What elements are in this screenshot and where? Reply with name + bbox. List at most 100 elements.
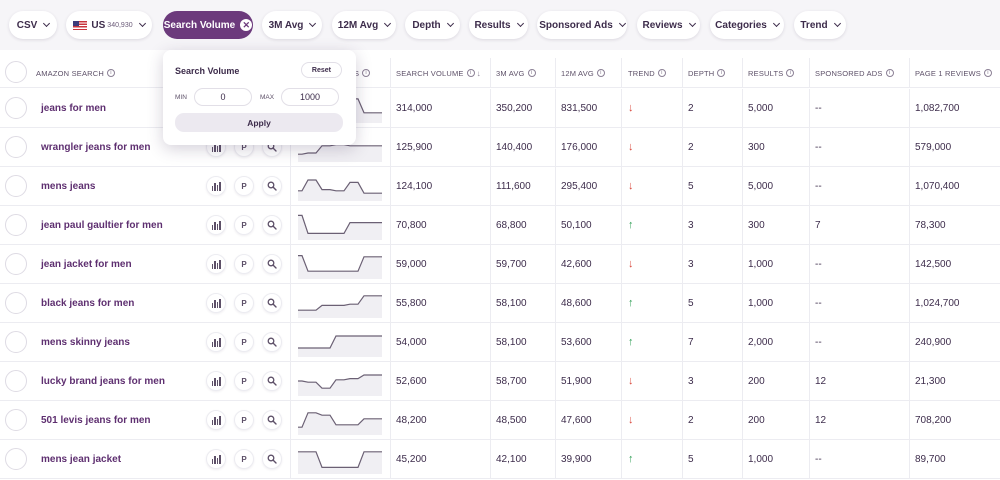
table-row[interactable]: jean jacket for men P 59,000 59,700 42,600 ↓ 3… [0,245,1000,284]
pinterest-icon[interactable]: P [234,215,254,235]
header-search-volume[interactable]: SEARCH VOLUME i ↓ [396,58,481,88]
table-row[interactable]: jean paul gaultier for men P 70,800 68,800 5… [0,206,1000,245]
info-icon[interactable]: i [984,69,993,77]
bar-chart-icon[interactable] [206,293,226,313]
header-depth[interactable]: DEPTH i [688,58,726,88]
search-icon[interactable] [262,371,282,391]
info-icon[interactable]: i [717,69,726,77]
info-icon[interactable]: i [362,69,371,77]
select-all-checkbox[interactable] [5,61,27,83]
reviews-filter-button[interactable]: Reviews [637,11,700,39]
keyword-link[interactable]: mens skinny jeans [41,336,130,348]
pinterest-icon[interactable]: P [234,410,254,430]
search-icon[interactable] [262,449,282,469]
search-volume-filter-button[interactable]: Search Volume ✕ [163,11,253,39]
pinterest-glyph: P [241,181,247,191]
table-row[interactable]: 501 levis jeans for men P 48,200 48,500 47,6… [0,401,1000,440]
bar-chart-icon[interactable] [206,254,226,274]
column-divider [490,206,491,244]
keyword-link[interactable]: wrangler jeans for men [41,141,151,153]
row-checkbox[interactable] [5,175,27,197]
3m-avg-value: 48,500 [496,414,527,426]
bar-chart-icon[interactable] [206,371,226,391]
keyword-link[interactable]: mens jean jacket [41,453,122,465]
search-icon[interactable] [262,410,282,430]
bar-chart-icon[interactable] [206,176,226,196]
row-checkbox[interactable] [5,448,27,470]
min-input[interactable]: 0 [194,88,252,106]
pinterest-icon[interactable]: P [234,371,254,391]
keyword-link[interactable]: mens jeans [41,180,96,192]
info-icon[interactable]: i [527,69,536,77]
header-12m-avg[interactable]: 12M AVG i [561,58,605,88]
table-row[interactable]: black jeans for men P 55,800 58,100 48,600 ↑ 5… [0,284,1000,323]
header-page1-reviews[interactable]: PAGE 1 REVIEWS i [915,58,993,88]
keyword-link[interactable]: lucky brand jeans for men [41,375,165,387]
bar-chart-icon[interactable] [206,215,226,235]
sponsored-ads-value-cell: 12 [815,401,826,439]
info-icon[interactable]: i [885,69,894,77]
max-input[interactable]: 1000 [281,88,339,106]
keyword-link[interactable]: jean paul gaultier for men [41,219,163,231]
header-sponsored-ads[interactable]: SPONSORED ADS i [815,58,894,88]
info-icon[interactable]: i [596,69,605,77]
3m-avg-filter-button[interactable]: 3M Avg [262,11,322,39]
keyword-link[interactable]: jeans for men [41,102,107,114]
12m-avg-filter-button[interactable]: 12M Avg [332,11,396,39]
keyword-link[interactable]: black jeans for men [41,297,135,309]
bar-chart-icon[interactable] [206,449,226,469]
column-divider [909,206,910,244]
table-row[interactable]: lucky brand jeans for men P 52,600 58,700 51… [0,362,1000,401]
header-results[interactable]: RESULTS i [748,58,795,88]
table-row[interactable]: mens jean jacket P 45,200 42,100 39,900 ↑ 5 1,0… [0,440,1000,479]
table-row[interactable]: mens jeans P 124,100 111,600 295,400 ↓ 5 5,000 -… [0,167,1000,206]
bar-chart-icon[interactable] [206,332,226,352]
depth-filter-button[interactable]: Depth [405,11,460,39]
results-filter-button[interactable]: Results [469,11,528,39]
header-amazon-search[interactable]: AMAZON SEARCH i [36,58,116,88]
table-row[interactable]: jeans for menP314,000350,200831,500↓25,0… [0,89,1000,128]
keyword-link[interactable]: jean jacket for men [41,258,132,270]
search-icon[interactable] [262,176,282,196]
table-row[interactable]: mens skinny jeans P 54,000 58,100 53,600 ↑ 7 2,… [0,323,1000,362]
clear-filter-icon[interactable]: ✕ [240,19,253,31]
pinterest-icon[interactable]: P [234,449,254,469]
categories-filter-button[interactable]: Categories [710,11,784,39]
row-checkbox[interactable] [5,214,27,236]
sponsored-ads-filter-button[interactable]: Sponsored Ads [537,11,627,39]
12m-avg-value: 48,600 [561,297,592,309]
row-checkbox[interactable] [5,292,27,314]
row-checkbox[interactable] [5,97,27,119]
row-checkbox[interactable] [5,409,27,431]
pinterest-icon[interactable]: P [234,332,254,352]
pinterest-icon[interactable]: P [234,254,254,274]
search-icon[interactable] [262,215,282,235]
header-3m-avg[interactable]: 3M AVG i [496,58,536,88]
info-icon[interactable]: i [657,69,666,77]
bar-chart-icon[interactable] [206,410,226,430]
row-checkbox[interactable] [5,370,27,392]
info-icon[interactable]: i [107,69,116,77]
marketplace-filter-button[interactable]: US 340,930 [66,11,152,39]
keyword-link[interactable]: 501 levis jeans for men [41,414,151,426]
table-row[interactable]: wrangler jeans for men P 125,900 140,400 176… [0,128,1000,167]
trend-filter-button[interactable]: Trend [794,11,846,39]
row-checkbox[interactable] [5,253,27,275]
sort-desc-icon[interactable]: ↓ [476,68,481,78]
search-icon[interactable] [262,332,282,352]
info-icon[interactable]: i [786,69,795,77]
csv-filter-button[interactable]: CSV [9,11,57,39]
depth-value-cell: 2 [688,128,694,166]
apply-button[interactable]: Apply [175,113,343,132]
row-checkbox[interactable] [5,136,27,158]
header-trend[interactable]: TREND i [628,58,666,88]
search-icon[interactable] [262,293,282,313]
row-checkbox[interactable] [5,331,27,353]
search-icon[interactable] [262,254,282,274]
pinterest-icon[interactable]: P [234,293,254,313]
3m-avg-value-cell: 58,100 [496,284,527,322]
reset-button[interactable]: Reset [300,62,342,78]
info-icon[interactable]: i [466,69,475,77]
pinterest-icon[interactable]: P [234,176,254,196]
